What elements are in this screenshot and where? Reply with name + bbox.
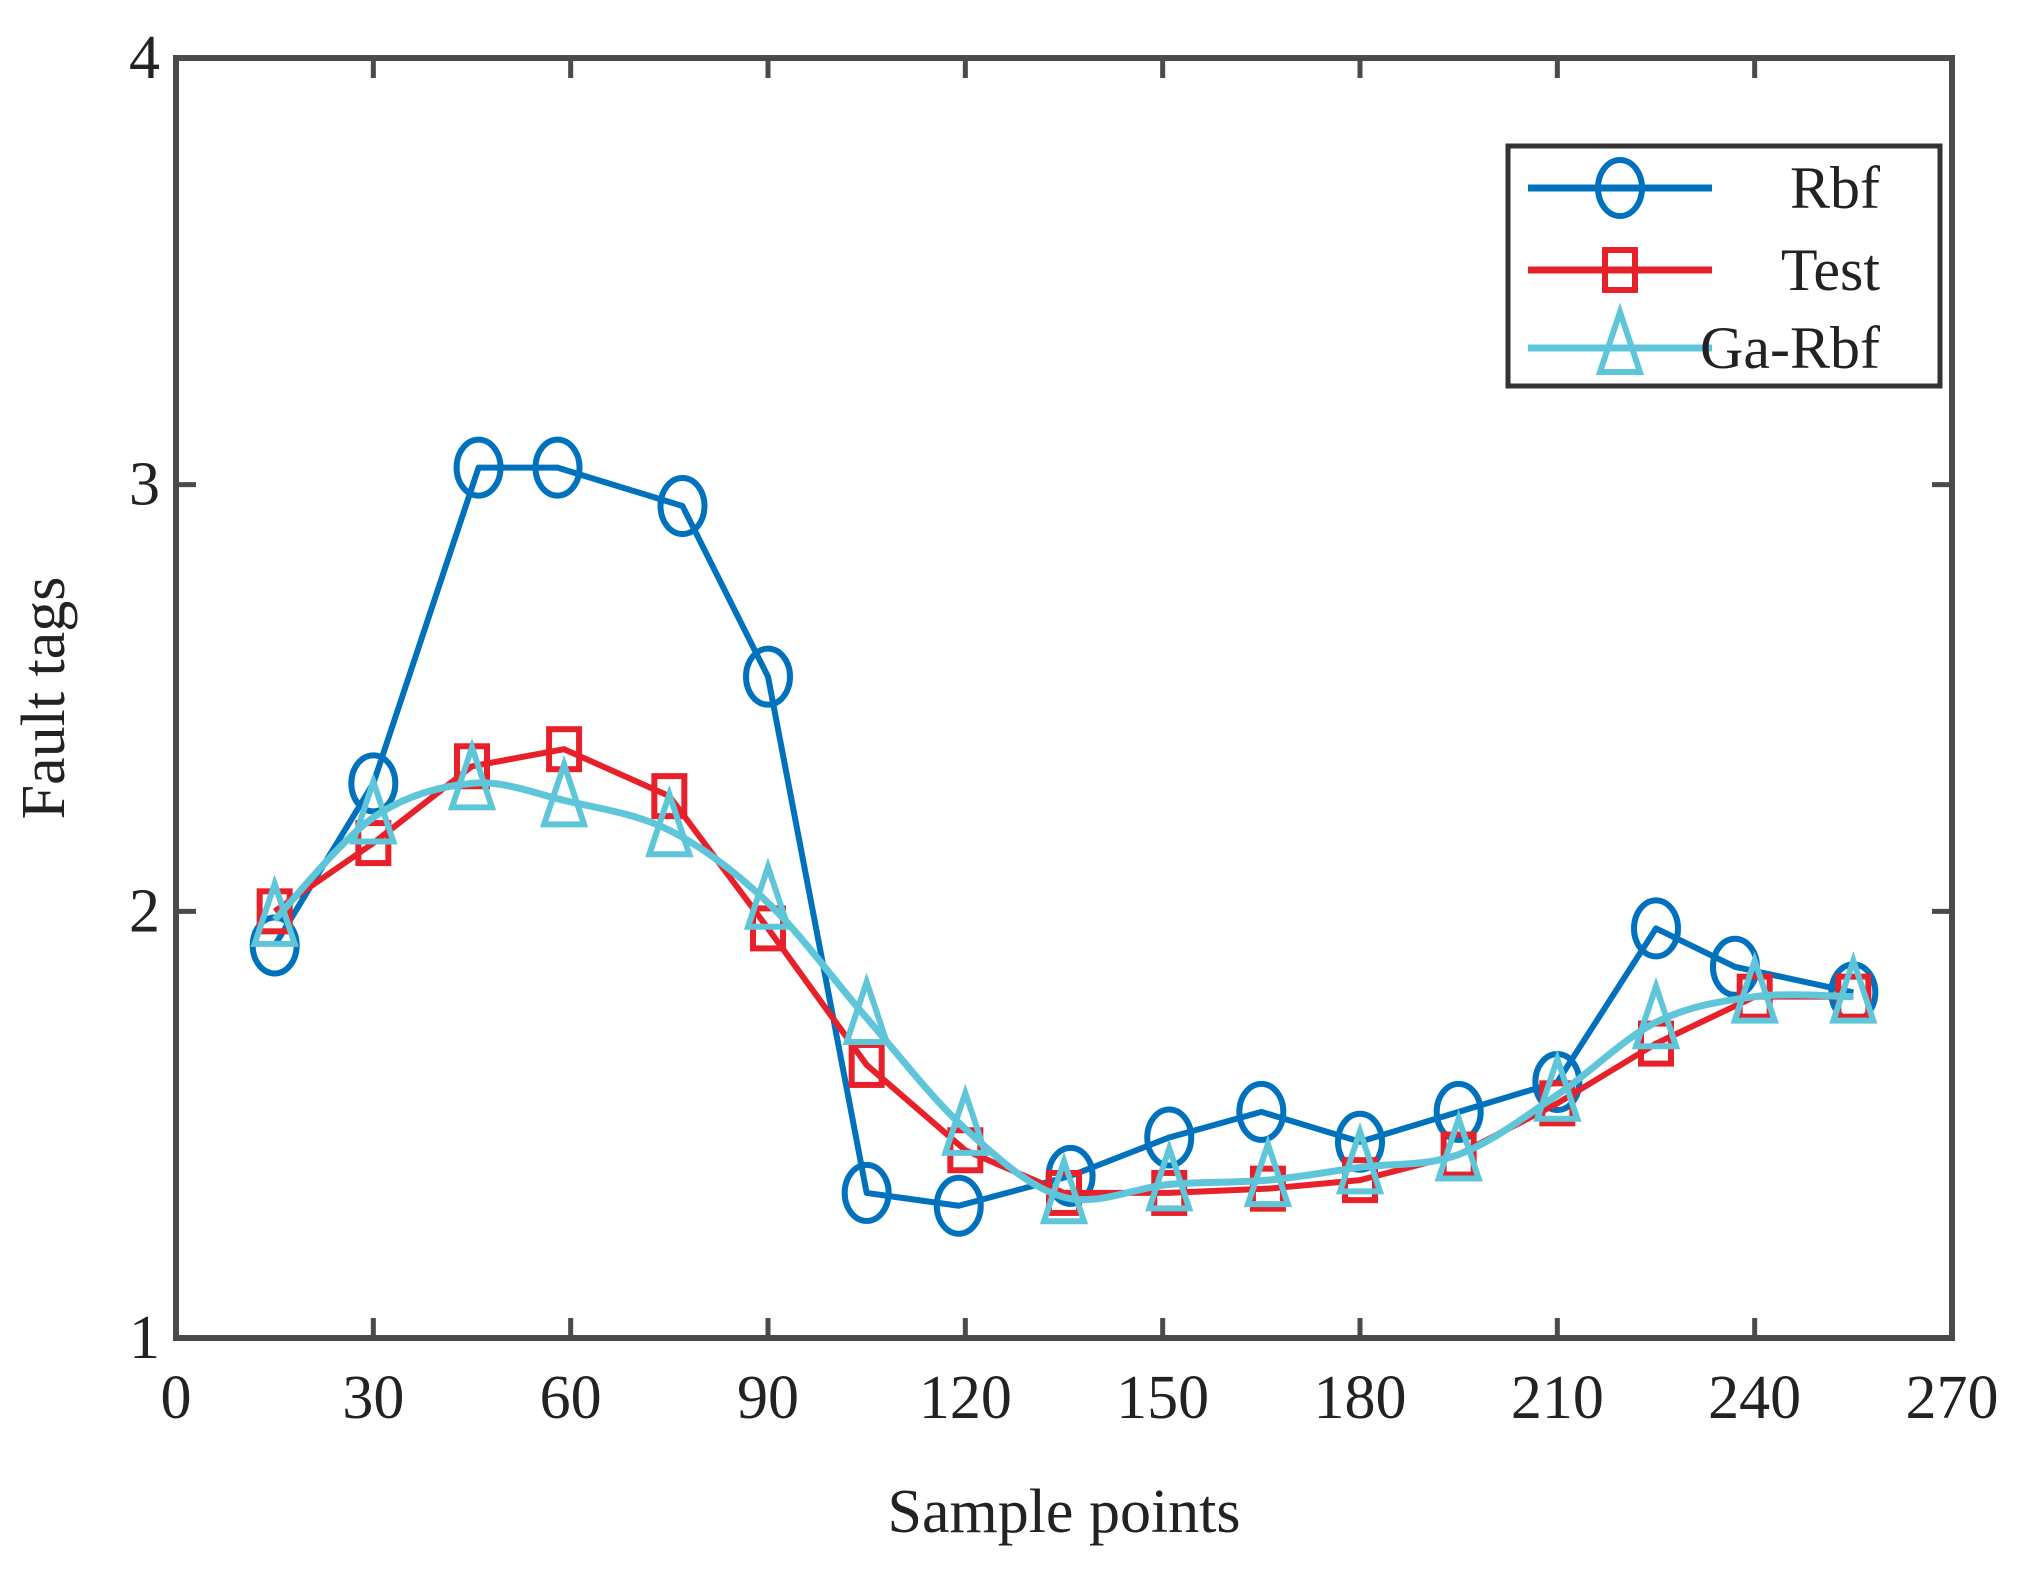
data-point xyxy=(743,857,793,930)
axis-ticks xyxy=(176,58,1952,1338)
data-point xyxy=(1335,1121,1385,1195)
legend-label: Rbf xyxy=(1790,155,1880,221)
data-point xyxy=(645,784,694,858)
x-tick-label: 0 xyxy=(161,1364,192,1432)
x-tick-label: 240 xyxy=(1708,1364,1801,1432)
x-tick-labels: 0 30 60 90 120 150 180 210 240 270 xyxy=(161,1364,1999,1432)
data-point xyxy=(1243,1134,1293,1208)
data-point xyxy=(841,1161,892,1224)
legend-entries: Rbf Test Ga-Rbf xyxy=(1528,155,1880,381)
series-ga-rbf xyxy=(250,737,1878,1225)
data-point xyxy=(651,773,688,820)
series-layer xyxy=(249,436,1879,1237)
x-tick-label: 180 xyxy=(1314,1364,1407,1432)
legend-entry-test: Test xyxy=(1528,237,1880,303)
data-point xyxy=(1144,1106,1195,1169)
x-tick-label: 210 xyxy=(1511,1364,1604,1432)
y-tick-label: 2 xyxy=(129,877,160,945)
data-point xyxy=(1145,1138,1194,1212)
data-point xyxy=(539,754,589,828)
legend-entry-ga-rbf: Ga-Rbf xyxy=(1528,302,1880,381)
legend-marker xyxy=(1595,157,1645,219)
data-point xyxy=(941,1083,990,1156)
series-line xyxy=(272,779,1854,1204)
x-tick-label: 120 xyxy=(919,1364,1012,1432)
data-point xyxy=(1434,1109,1483,1182)
data-point xyxy=(1236,1080,1287,1143)
data-point xyxy=(349,771,398,845)
data-point xyxy=(447,737,497,811)
data-point xyxy=(532,436,583,499)
y-tick-label: 4 xyxy=(129,24,160,92)
data-point xyxy=(1533,1049,1582,1122)
data-point xyxy=(1631,897,1681,960)
legend-label: Test xyxy=(1781,237,1880,303)
data-point xyxy=(453,436,504,499)
series-line xyxy=(272,746,1854,1196)
legend-label: Ga-Rbf xyxy=(1700,315,1880,381)
x-tick-label: 150 xyxy=(1116,1364,1209,1432)
y-tick-label: 1 xyxy=(129,1304,160,1372)
y-axis-title: Fault tags xyxy=(10,577,78,820)
data-point xyxy=(842,972,891,1045)
data-point xyxy=(933,1174,984,1237)
data-point xyxy=(348,752,399,815)
x-tick-label: 60 xyxy=(540,1364,602,1432)
legend: Rbf Test Ga-Rbf xyxy=(1505,143,1943,389)
plot-frame xyxy=(173,55,1955,1341)
data-point xyxy=(250,874,299,947)
x-tick-label: 270 xyxy=(1906,1364,1999,1432)
data-point xyxy=(1730,951,1779,1024)
data-point xyxy=(657,475,708,537)
data-point xyxy=(1829,951,1878,1024)
legend-marker xyxy=(1602,247,1638,293)
legend-marker xyxy=(1595,302,1645,375)
data-point xyxy=(1433,1080,1484,1143)
data-point xyxy=(1039,1151,1089,1225)
x-tick-label: 30 xyxy=(342,1364,404,1432)
data-point xyxy=(1631,976,1681,1050)
x-axis-title: Sample points xyxy=(887,1478,1240,1546)
data-point xyxy=(743,645,793,708)
y-tick-label: 3 xyxy=(129,451,160,519)
x-tick-label: 90 xyxy=(737,1364,799,1432)
legend-entry-rbf: Rbf xyxy=(1528,155,1880,221)
y-tick-labels: 1 2 3 4 xyxy=(129,24,160,1372)
